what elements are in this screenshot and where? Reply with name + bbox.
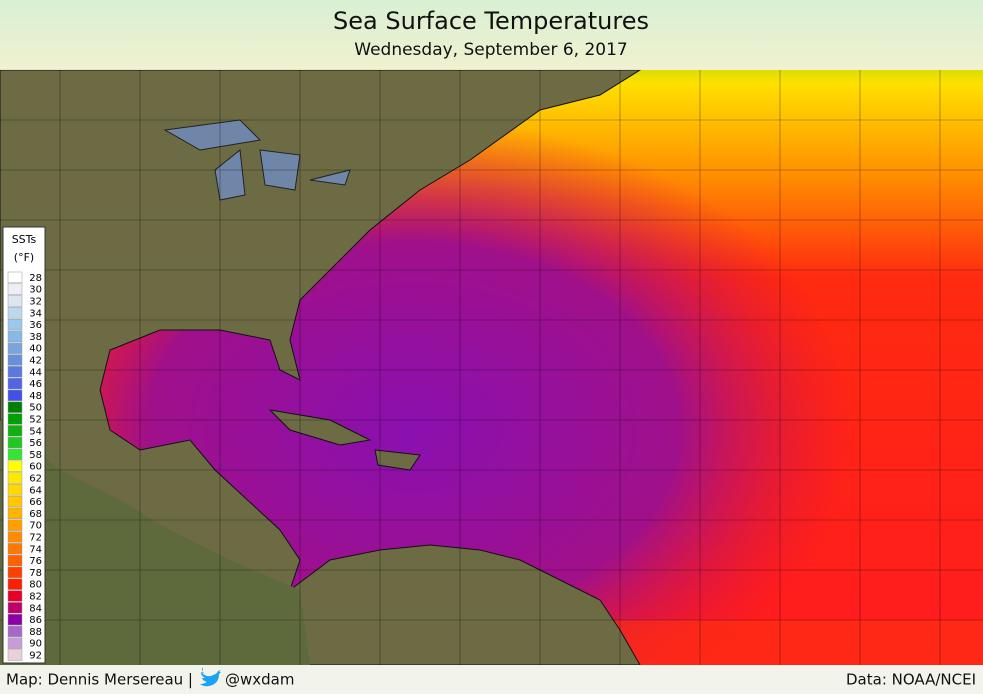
legend-swatch: [7, 507, 23, 520]
legend-swatch: [7, 425, 23, 437]
legend-swatch: [7, 318, 23, 331]
legend-label: 38: [29, 332, 42, 343]
legend-swatch: [7, 436, 23, 449]
legend-label: 50: [29, 403, 42, 414]
legend-swatch: [7, 460, 23, 472]
source: Data: NOAA/NCEI: [846, 671, 976, 689]
great-lakes: [163, 119, 351, 201]
legend-swatch: [7, 484, 23, 496]
legend-swatch: [7, 519, 23, 531]
legend-swatch: [7, 625, 23, 638]
legend-label: 48: [29, 391, 42, 402]
legend-label: 74: [29, 544, 42, 555]
legend-label: 40: [29, 344, 42, 355]
subtitle: Wednesday, September 6, 2017: [354, 40, 628, 60]
legend-label: 76: [29, 556, 42, 567]
legend-label: 36: [29, 320, 42, 331]
legend-label: 56: [29, 438, 42, 449]
legend-label: 92: [29, 651, 42, 662]
legend-swatch: [7, 366, 23, 378]
legend-label: 58: [29, 450, 42, 461]
central-america: [0, 420, 310, 665]
legend-swatch: [7, 637, 23, 649]
legend-label: 30: [29, 285, 42, 296]
legend-swatch: [7, 590, 23, 602]
legend-swatch: [7, 448, 23, 461]
legend-label: 32: [29, 297, 42, 308]
credit: Map: Dennis Mersereau |: [6, 671, 193, 689]
legend-unit: (°F): [14, 251, 34, 264]
legend-label: 84: [29, 603, 42, 614]
legend-label: 80: [29, 580, 42, 591]
legend-swatch: [7, 613, 23, 626]
grid: [0, 70, 983, 665]
legend-items: 2830323436384042444648505254565860626466…: [7, 271, 42, 662]
legend-label: 66: [29, 497, 42, 508]
legend-swatch: [7, 602, 23, 614]
legend-label: 42: [29, 356, 42, 367]
legend-label: 46: [29, 379, 42, 390]
legend-swatch: [7, 472, 23, 484]
legend-label: 90: [29, 639, 42, 650]
legend-swatch: [7, 271, 23, 284]
legend-label: 68: [29, 509, 42, 520]
legend-swatch: [7, 543, 23, 555]
legend-label: 44: [29, 367, 42, 378]
legend-label: 86: [29, 615, 42, 626]
legend-swatch: [7, 377, 23, 390]
legend-swatch: [7, 342, 23, 354]
legend-label: 34: [29, 308, 42, 319]
legend-label: 70: [29, 521, 42, 532]
legend-title: SSTs: [12, 233, 37, 246]
title: Sea Surface Temperatures: [333, 7, 649, 35]
legend-label: 88: [29, 627, 42, 638]
twitter-icon: [200, 667, 221, 687]
legend-swatch: [7, 578, 23, 590]
legend-label: 62: [29, 474, 42, 485]
legend-label: 54: [29, 426, 42, 437]
legend-swatch: [7, 649, 23, 661]
legend-swatch: [7, 531, 23, 543]
legend-swatch: [7, 401, 23, 413]
footer-band: [0, 665, 983, 694]
legend-swatch: [7, 354, 23, 366]
legend-swatch: [7, 295, 23, 307]
legend-label: 28: [29, 273, 42, 284]
header-band: [0, 0, 983, 70]
legend-swatch: [7, 413, 23, 425]
legend-swatch: [7, 283, 23, 295]
land: [0, 69, 642, 666]
legend-swatch: [7, 330, 23, 343]
legend-label: 82: [29, 592, 42, 603]
legend-swatch: [7, 307, 23, 319]
legend-label: 72: [29, 533, 42, 544]
legend-swatch: [7, 554, 23, 567]
legend-label: 52: [29, 415, 42, 426]
handle: @wxdam: [225, 671, 294, 689]
legend-swatch: [7, 389, 23, 402]
legend-swatch: [7, 566, 23, 579]
legend-label: 64: [29, 485, 42, 496]
cuba: [268, 409, 372, 446]
legend-label: 60: [29, 462, 42, 473]
legend-swatch: [7, 495, 23, 508]
legend-label: 78: [29, 568, 42, 579]
